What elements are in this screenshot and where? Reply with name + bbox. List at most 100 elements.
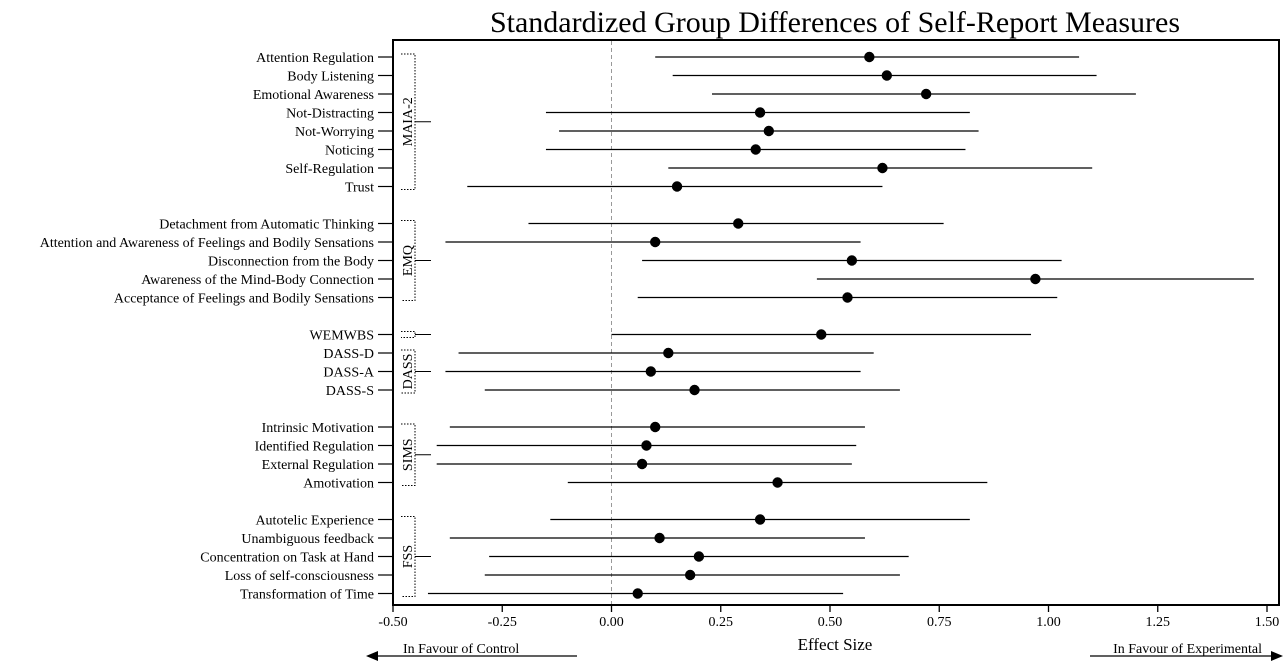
point-estimate — [842, 292, 853, 303]
row-label: Unambiguous feedback — [241, 532, 374, 547]
row-label: Detachment from Automatic Thinking — [159, 218, 374, 233]
forest-row: Detachment from Automatic Thinking — [159, 218, 944, 233]
favour-control-label: In Favour of Control — [403, 642, 519, 657]
group-label: EMQ — [401, 245, 416, 276]
row-label: Not-Worrying — [295, 125, 374, 140]
forest-row: Not-Distracting — [286, 107, 970, 122]
row-label: DASS-D — [323, 347, 374, 362]
x-tick-label: 1.25 — [1146, 615, 1171, 630]
plot-frame — [392, 39, 1280, 606]
row-label: Transformation of Time — [240, 588, 374, 603]
row-label: Acceptance of Feelings and Bodily Sensat… — [114, 292, 374, 307]
point-estimate — [816, 329, 827, 340]
favour-experimental-annotation: In Favour of Experimental — [1090, 642, 1283, 661]
point-estimate — [641, 440, 652, 451]
point-estimate — [846, 255, 858, 266]
group-label: SIMS — [401, 438, 416, 471]
forest-row: DASS-S — [326, 384, 900, 399]
row-label: Loss of self-consciousness — [225, 569, 374, 584]
x-axis-title: Effect Size — [798, 635, 873, 654]
forest-row: Self-Regulation — [285, 162, 1093, 177]
point-estimate — [689, 384, 700, 396]
forest-row: Emotional Awareness — [253, 88, 1136, 103]
point-estimate — [663, 347, 674, 359]
forest-row: DASS-D — [323, 347, 874, 362]
x-tick-label: 1.00 — [1036, 615, 1061, 630]
point-estimate — [671, 181, 683, 192]
row-label: Self-Regulation — [285, 162, 374, 177]
forest-row: Unambiguous feedback — [241, 532, 865, 547]
group-bracket: EMQ — [401, 220, 431, 301]
point-estimate — [733, 218, 744, 229]
row-label: Body Listening — [287, 70, 374, 85]
group-bracket: FSS — [401, 516, 431, 597]
row-label: Disconnection from the Body — [208, 255, 374, 270]
point-estimate — [877, 162, 888, 174]
point-estimate — [636, 458, 648, 470]
forest-row: Awareness of the Mind-Body Connection — [141, 273, 1254, 288]
group-bracket: SIMS — [401, 423, 431, 486]
forest-row: Autotelic Experience — [255, 514, 970, 529]
point-estimate — [632, 588, 643, 599]
point-estimate — [881, 70, 893, 81]
row-label: Emotional Awareness — [253, 88, 374, 103]
forest-row: WEMWBS — [309, 329, 1032, 344]
x-tick-label: 0.00 — [599, 615, 624, 630]
point-estimate — [650, 421, 661, 433]
x-tick-label: -0.50 — [378, 615, 407, 630]
point-estimate — [754, 514, 766, 525]
point-estimate — [754, 107, 766, 118]
chart-title: Standardized Group Differences of Self-R… — [490, 6, 1180, 39]
forest-row: Loss of self-consciousness — [225, 569, 900, 584]
favour-experimental-label: In Favour of Experimental — [1113, 642, 1262, 657]
forest-row: Attention Regulation — [256, 51, 1080, 66]
forest-row: Disconnection from the Body — [208, 255, 1062, 270]
forest-row: Transformation of Time — [240, 588, 844, 603]
point-estimate — [654, 532, 665, 544]
x-tick-label: 1.50 — [1255, 615, 1280, 630]
forest-row: Attention and Awareness of Feelings and … — [40, 236, 861, 251]
row-label: DASS-S — [326, 384, 374, 399]
forest-row: Acceptance of Feelings and Bodily Sensat… — [114, 292, 1058, 307]
group-bracket: MAIA-2 — [401, 53, 431, 190]
forest-row: Intrinsic Motivation — [262, 421, 865, 436]
point-estimate — [684, 569, 696, 581]
row-label: Intrinsic Motivation — [262, 421, 374, 436]
forest-row: Body Listening — [287, 70, 1097, 85]
row-label: Not-Distracting — [286, 107, 374, 122]
group-bracket: DASS — [401, 349, 431, 394]
forest-row: Concentration on Task at Hand — [200, 551, 909, 566]
row-label: Concentration on Task at Hand — [200, 551, 374, 566]
group-bracket — [401, 331, 431, 338]
row-label: Noticing — [325, 144, 374, 159]
forest-row: Identified Regulation — [255, 440, 857, 455]
row-label: Identified Regulation — [255, 440, 374, 455]
forest-row: Amotivation — [303, 477, 988, 492]
row-label: Awareness of the Mind-Body Connection — [141, 273, 374, 288]
point-estimate — [693, 551, 705, 562]
group-label: MAIA-2 — [401, 97, 416, 146]
row-label: Attention and Awareness of Feelings and … — [40, 236, 374, 251]
forest-row: DASS-A — [323, 366, 861, 381]
forest-row: Trust — [345, 181, 883, 196]
x-tick-label: 0.75 — [927, 615, 952, 630]
x-tick-label: -0.25 — [488, 615, 517, 630]
x-tick-label: 0.25 — [709, 615, 734, 630]
point-estimate — [864, 51, 875, 63]
group-label: FSS — [401, 545, 416, 568]
row-label: DASS-A — [323, 366, 374, 381]
row-label: External Regulation — [262, 458, 374, 473]
point-estimate — [650, 236, 661, 248]
row-label: WEMWBS — [309, 329, 374, 344]
row-label: Attention Regulation — [256, 51, 374, 66]
row-label: Trust — [345, 181, 374, 196]
point-estimate — [772, 477, 783, 488]
point-estimate — [645, 366, 657, 377]
point-estimate — [1030, 273, 1041, 285]
point-estimate — [763, 125, 775, 137]
favour-control-annotation: In Favour of Control — [366, 642, 577, 661]
forest-row: Not-Worrying — [295, 125, 979, 140]
group-label: DASS — [401, 354, 416, 390]
forest-row: External Regulation — [262, 458, 852, 473]
